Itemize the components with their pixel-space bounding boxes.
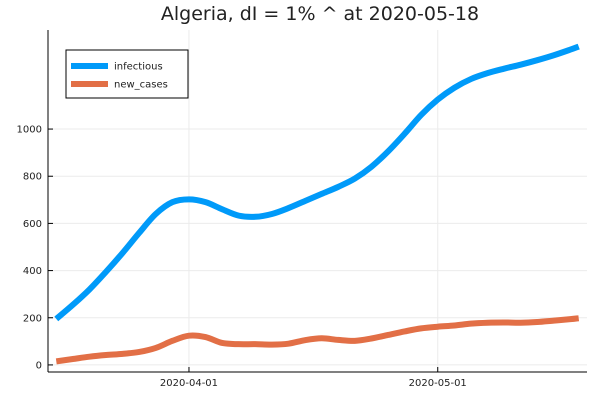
y-tick-label: 0: [36, 360, 42, 371]
y-tick-label: 800: [23, 172, 42, 183]
series-line-new-cases: [55, 315, 580, 365]
chart-title: Algeria, dI = 1% ^ at 2020-05-18: [161, 3, 479, 25]
y-tick-label: 1000: [17, 125, 42, 136]
legend-box: [65, 49, 189, 99]
x-tick-label: 2020-04-01: [160, 378, 218, 389]
series-layer: [54, 43, 580, 365]
legend-label-new-cases: new_cases: [114, 80, 168, 91]
axes-layer: 0 200 400 600 800 1000 2020-04-01 2020-05-01: [17, 30, 587, 389]
x-tick-label: 2020-05-01: [409, 378, 467, 389]
y-tick-label: 400: [23, 266, 42, 277]
y-tick-label: 600: [23, 219, 42, 230]
legend-label-infectious: infectious: [114, 62, 163, 73]
series-line-infectious: [54, 43, 580, 322]
legend: infectious new_cases: [65, 49, 189, 99]
y-tick-label: 200: [23, 313, 42, 324]
grid-layer: [48, 30, 587, 372]
